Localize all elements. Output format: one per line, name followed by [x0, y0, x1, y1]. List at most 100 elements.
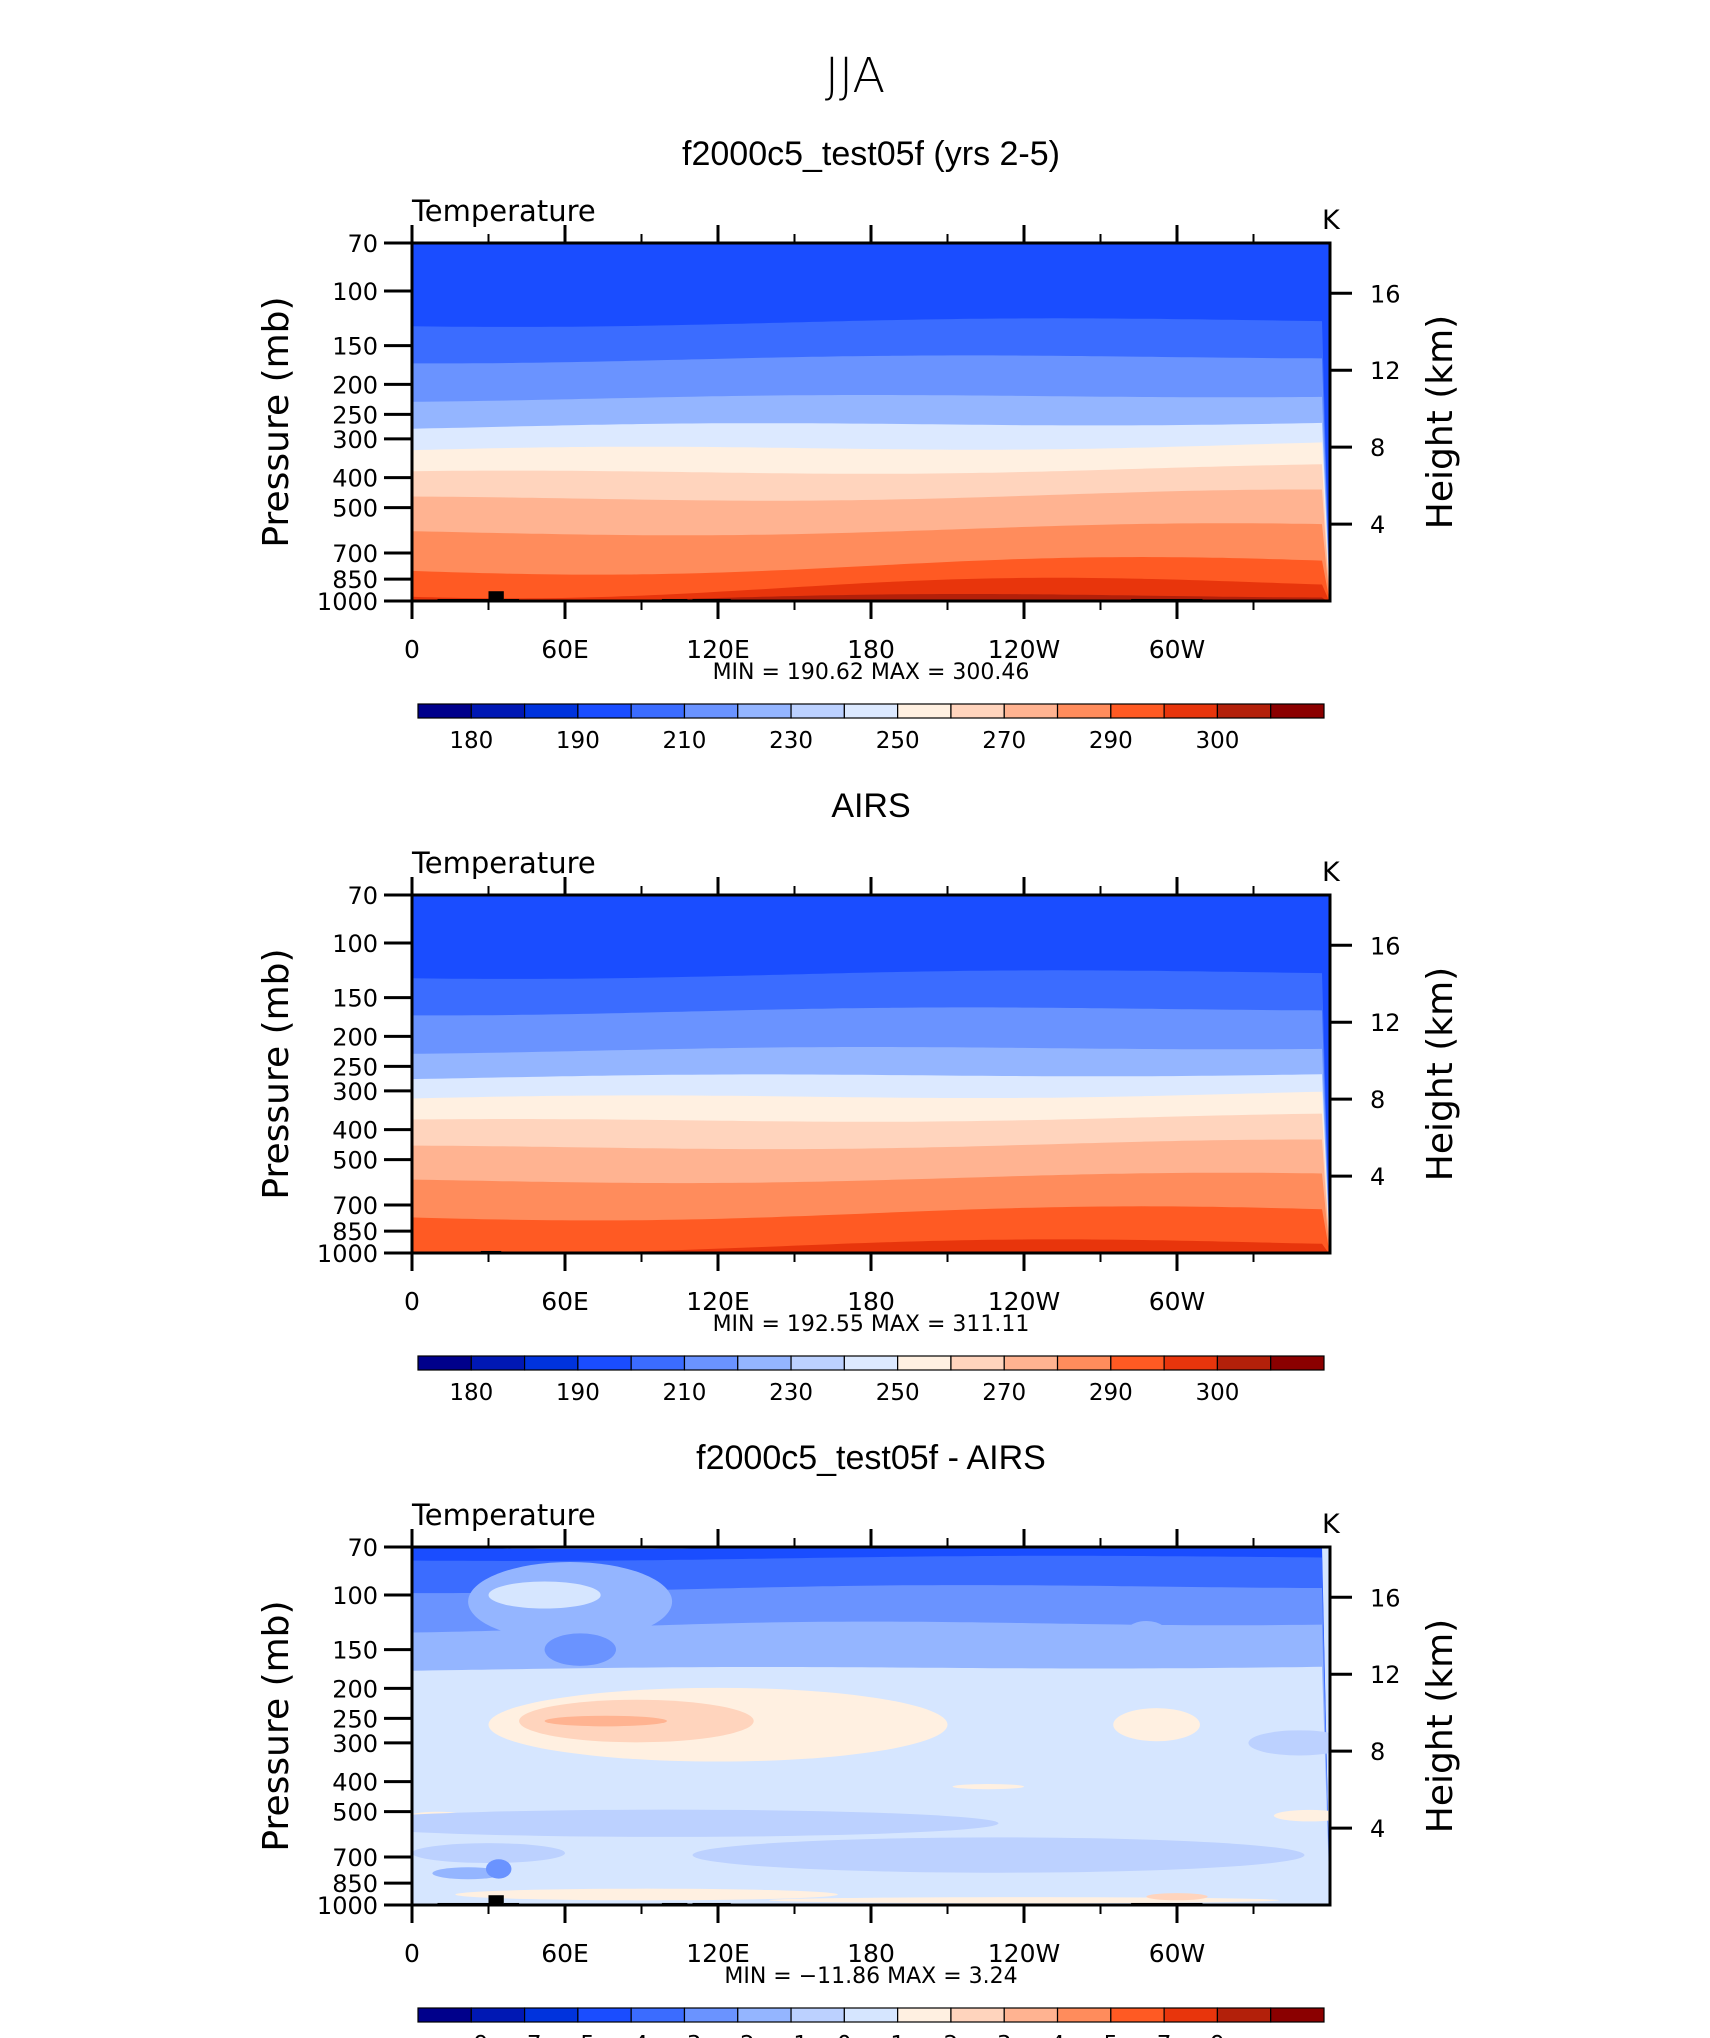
- y-tick-label: 700: [332, 1192, 378, 1220]
- y-right-tick-label: 16: [1370, 280, 1401, 308]
- colorbar-cell: [577, 703, 632, 719]
- colorbar-cell: [843, 703, 899, 719]
- y-tick-label: 200: [332, 1023, 378, 1051]
- y-axis-label-right: Height (km): [1420, 315, 1461, 529]
- colorbar-cell: [1270, 1355, 1325, 1371]
- y-tick-label: 500: [332, 495, 378, 523]
- colorbar-label: 230: [769, 728, 813, 754]
- colorbar-label: 270: [982, 1380, 1026, 1406]
- colorbar-cell: [417, 2007, 472, 2023]
- colorbar-cell: [683, 2007, 739, 2023]
- contour-field: [412, 895, 1330, 1253]
- colorbar-cell: [790, 2007, 845, 2023]
- min-max-readout: MIN = −11.86 MAX = 3.24: [724, 1964, 1017, 1989]
- colorbar-cell: [897, 703, 952, 719]
- colorbar: 180 190 210 230 250 270 290 300: [417, 703, 1325, 754]
- colorbar-label: 180: [449, 1380, 493, 1406]
- colorbar-cell: [1110, 2007, 1165, 2023]
- y-tick-label: 300: [332, 1078, 378, 1106]
- y-tick-label: 200: [332, 371, 378, 399]
- colorbar-cell: [577, 1355, 632, 1371]
- colorbar-cell: [1163, 703, 1219, 719]
- colorbar-label: 230: [769, 1380, 813, 1406]
- colorbar-label: 3: [997, 2032, 1012, 2038]
- page-title: JJA: [825, 48, 885, 104]
- y-tick-label: 150: [332, 985, 378, 1013]
- y-tick-label: 100: [332, 930, 378, 958]
- colorbar-cell: [843, 1355, 899, 1371]
- y-tick-label: 250: [332, 401, 378, 429]
- y-tick-label: 150: [332, 1637, 378, 1665]
- colorbar-cell: [1110, 703, 1165, 719]
- y-tick-label: 500: [332, 1147, 378, 1175]
- y-tick-label: 400: [332, 1769, 378, 1797]
- x-tick-label: 120E: [686, 1939, 750, 1968]
- colorbar-cell: [1216, 2007, 1272, 2023]
- x-tick-label: 180: [847, 1287, 895, 1316]
- y-right-tick-label: 12: [1370, 357, 1401, 385]
- contour-field: [412, 243, 1330, 601]
- colorbar: −9 −7 −5 −4 −3 −2 −1 0 1 2 3 4 5 7 9: [417, 2007, 1325, 2038]
- y-axis-label-left: Pressure (mb): [256, 948, 297, 1199]
- x-tick-label: 60W: [1149, 635, 1206, 664]
- contour-blob-17: [485, 1859, 512, 1879]
- y-right-tick-label: 4: [1370, 511, 1385, 539]
- x-tick-label: 120W: [988, 1287, 1060, 1316]
- colorbar-label: −1: [774, 2032, 808, 2038]
- min-max-readout: MIN = 192.55 MAX = 311.11: [713, 1312, 1030, 1337]
- colorbar-label: 210: [663, 1380, 707, 1406]
- colorbar-cell: [1216, 1355, 1272, 1371]
- colorbar-label: −5: [561, 2032, 595, 2038]
- y-tick-label: 300: [332, 1730, 378, 1758]
- colorbar-cell: [683, 1355, 739, 1371]
- x-tick-label: 0: [404, 1939, 420, 1968]
- y-right-tick-label: 16: [1370, 932, 1401, 960]
- variable-label: Temperature: [411, 194, 596, 228]
- contour-blob-9: [1248, 1730, 1330, 1756]
- colorbar: 180 190 210 230 250 270 290 300: [417, 1355, 1325, 1406]
- y-tick-label: 1000: [317, 1240, 378, 1268]
- y-tick-label: 250: [332, 1053, 378, 1081]
- y-tick-label: 70: [347, 1534, 378, 1562]
- panel-title: AIRS: [831, 787, 910, 825]
- topography-mask: [488, 1895, 504, 1905]
- colorbar-label: 180: [449, 728, 493, 754]
- colorbar-cell: [1270, 703, 1325, 719]
- colorbar-cell: [523, 2007, 579, 2023]
- colorbar-label: 250: [876, 728, 920, 754]
- x-tick-label: 120E: [686, 635, 750, 664]
- y-right-tick-label: 12: [1370, 1661, 1401, 1689]
- colorbar-cell: [1216, 703, 1272, 719]
- y-right-tick-label: 8: [1370, 1086, 1385, 1114]
- colorbar-cell: [523, 703, 579, 719]
- colorbar-cell: [790, 1355, 845, 1371]
- colorbar-cell: [950, 2007, 1005, 2023]
- colorbar-cell: [897, 2007, 952, 2023]
- colorbar-label: 2: [944, 2032, 959, 2038]
- y-tick-label: 400: [332, 1117, 378, 1145]
- units-label: K: [1322, 857, 1341, 888]
- colorbar-label: 1: [890, 2032, 905, 2038]
- variable-label: Temperature: [411, 1498, 596, 1532]
- y-tick-label: 850: [332, 566, 378, 594]
- colorbar-cell: [577, 2007, 632, 2023]
- y-tick-label: 1000: [317, 1892, 378, 1920]
- colorbar-label: 7: [1157, 2032, 1172, 2038]
- colorbar-cell: [630, 703, 686, 719]
- x-tick-label: 60W: [1149, 1939, 1206, 1968]
- colorbar-cell: [630, 2007, 686, 2023]
- y-tick-label: 300: [332, 426, 378, 454]
- contour-blob-4: [1120, 1620, 1172, 1660]
- y-axis-label-right: Height (km): [1420, 1619, 1461, 1833]
- y-tick-label: 850: [332, 1870, 378, 1898]
- colorbar-label: 300: [1195, 1380, 1239, 1406]
- y-tick-label: 250: [332, 1705, 378, 1733]
- colorbar-label: 210: [663, 728, 707, 754]
- y-axis-label-right: Height (km): [1420, 967, 1461, 1181]
- colorbar-label: 250: [876, 1380, 920, 1406]
- colorbar-cell: [470, 1355, 526, 1371]
- colorbar-cell: [1163, 1355, 1219, 1371]
- chart-panel-1: f2000c5_test05f (yrs 2-5) Temperature K 0 60…: [256, 135, 1461, 754]
